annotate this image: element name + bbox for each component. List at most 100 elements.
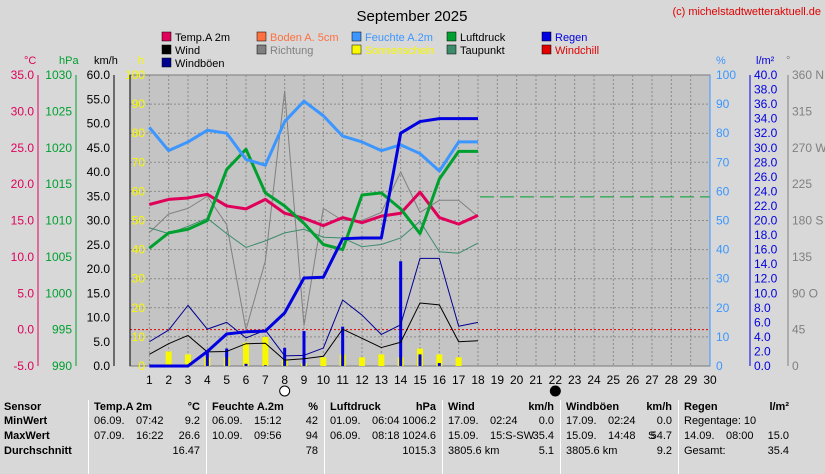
rain-tick-label: 24.0 xyxy=(754,184,778,198)
rain-tick-label: 14.0 xyxy=(754,257,778,271)
x-tick-label: 13 xyxy=(375,373,389,387)
legend-label: Windböen xyxy=(175,58,225,70)
pressure-tick-label: 990 xyxy=(52,359,72,373)
rain-bar xyxy=(399,261,403,366)
temp-tick-label: 15.0 xyxy=(11,214,35,228)
legend-label: Boden A. 5cm xyxy=(270,32,339,44)
axes: 35.030.025.020.015.010.05.00.0-5.0103010… xyxy=(11,68,825,373)
regen-header: Regen xyxy=(684,401,718,413)
sensor-row-avg: Durchschnitt xyxy=(4,445,72,457)
rain-tick-label: 4.0 xyxy=(754,330,771,344)
legend-swatch xyxy=(256,44,267,55)
temp-tick-label: 35.0 xyxy=(11,68,35,82)
legend-label: Sonnenschein xyxy=(365,45,435,57)
series-line-luftdruck xyxy=(148,147,478,252)
x-tick-label: 28 xyxy=(665,373,679,387)
sunshine-bar xyxy=(359,357,365,366)
windboeen-max-time: 14:48 xyxy=(608,430,636,442)
direction-tick-label: 225 xyxy=(792,177,812,191)
x-tick-label: 1 xyxy=(146,373,153,387)
rain-bar xyxy=(418,354,422,366)
feuchte-avg-value: 78 xyxy=(305,445,318,457)
rain-bar xyxy=(341,326,345,366)
rain-tick-label: 26.0 xyxy=(754,170,778,184)
regen-days: Regentage: 10 xyxy=(684,415,757,427)
windboeen-min-value: 0.0 xyxy=(656,415,672,427)
x-tick-label: 24 xyxy=(587,373,601,387)
wind-axis-unit: km/h xyxy=(94,55,118,67)
luftdruck-max-value: 1024.6 xyxy=(402,430,436,442)
copyright: (c) michelstadtwetteraktuell.de xyxy=(672,6,821,18)
weather-chart: September 2025 (c) michelstadtwetteraktu… xyxy=(11,6,825,397)
wind-tick-label: 10.0 xyxy=(87,311,111,325)
regen-total-label: Gesamt: xyxy=(684,445,726,457)
rain-bar xyxy=(225,348,229,366)
humidity-tick-label: 20 xyxy=(716,301,730,315)
rain-bar xyxy=(437,363,441,366)
rain-tick-label: 8.0 xyxy=(754,301,771,315)
legend-swatch xyxy=(351,44,362,55)
rain-tick-label: 32.0 xyxy=(754,126,778,140)
legend-swatch xyxy=(541,44,552,55)
direction-tick-label: 180 S xyxy=(792,214,823,228)
legend-swatch xyxy=(446,44,457,55)
wind-tick-label: 50.0 xyxy=(87,117,111,131)
sunshine-bar xyxy=(436,354,443,366)
temp-min-value: 9.2 xyxy=(184,415,200,427)
x-tick-label: 8 xyxy=(281,373,288,387)
direction-axis-unit: ° xyxy=(786,55,790,67)
legend-label: Taupunkt xyxy=(460,45,505,57)
temp-tick-label: 25.0 xyxy=(11,141,35,155)
x-tick-label: 15 xyxy=(413,373,427,387)
regen-column: Regen l/m² Regentage: 10 14.09. 08:00 15.0 … xyxy=(680,400,793,474)
humidity-tick-label: 100 xyxy=(716,68,736,82)
legend-label: Temp.A 2m xyxy=(175,32,230,44)
x-tick-label: 25 xyxy=(607,373,621,387)
x-tick-label: 7 xyxy=(262,373,269,387)
wind-tick-label: 60.0 xyxy=(87,68,111,82)
sun-tick-label: 50 xyxy=(132,214,146,228)
wind-tick-label: 5.0 xyxy=(93,335,110,349)
pressure-tick-label: 1025 xyxy=(45,104,72,118)
rain-tick-label: 36.0 xyxy=(754,97,778,111)
rain-bar xyxy=(302,331,306,366)
luftdruck-min-time: 06:04 xyxy=(372,415,400,427)
legend-label: Wind xyxy=(175,45,200,57)
wind-tick-label: 40.0 xyxy=(87,165,111,179)
full-moon-icon xyxy=(279,385,291,397)
wind-max-value: 35.4 xyxy=(532,430,554,442)
wind-tick-label: 20.0 xyxy=(87,262,111,276)
regen-unit: l/m² xyxy=(769,401,789,413)
x-tick-label: 30 xyxy=(703,373,717,387)
direction-tick-label: 315 xyxy=(792,104,812,118)
humidity-tick-label: 50 xyxy=(716,214,730,228)
wind-tick-label: 25.0 xyxy=(87,238,111,252)
rain-tick-label: 18.0 xyxy=(754,228,778,242)
x-tick-label: 29 xyxy=(684,373,698,387)
legend-swatch xyxy=(161,57,172,68)
sensor-row-min: MinWert xyxy=(4,415,48,427)
x-tick-label: 16 xyxy=(433,373,447,387)
wind-tick-label: 35.0 xyxy=(87,189,111,203)
legend-swatch xyxy=(446,31,457,42)
feuchte-min-time: 15:12 xyxy=(254,415,282,427)
feuchte-column: Feuchte A.2m% 06.09. 15:12 42 10.09. 09:56 9… xyxy=(208,400,322,474)
wind-tick-label: 30.0 xyxy=(87,214,111,228)
x-axis: 1 2 3 4 5 6 7 8 9 10 11 12 13 14 15 16 17 18 19 20 21 22 23 24 2… xyxy=(146,373,717,397)
sun-tick-label: 0 xyxy=(138,359,145,373)
rain-bar xyxy=(244,363,248,366)
feuchte-max-value: 94 xyxy=(305,430,318,442)
legend-label: Luftdruck xyxy=(460,32,506,44)
rain-axis-unit: l/m² xyxy=(756,55,775,67)
wind-column: Wind km/h 17.09. 02:24 0.0 15.09. 15:S-SW 35.… xyxy=(444,400,558,474)
luftdruck-header: Luftdruck xyxy=(330,401,381,413)
temp-header: Temp.A 2m xyxy=(94,401,153,413)
series-lines xyxy=(148,90,479,368)
pressure-tick-label: 1015 xyxy=(45,177,72,191)
x-tick-label: 12 xyxy=(355,373,369,387)
chart-title: September 2025 xyxy=(357,8,468,25)
windboeen-distance: 3805.6 km xyxy=(566,445,618,457)
rain-tick-label: 34.0 xyxy=(754,112,778,126)
x-tick-label: 4 xyxy=(204,373,211,387)
windboeen-avg-value: 9.2 xyxy=(656,445,672,457)
